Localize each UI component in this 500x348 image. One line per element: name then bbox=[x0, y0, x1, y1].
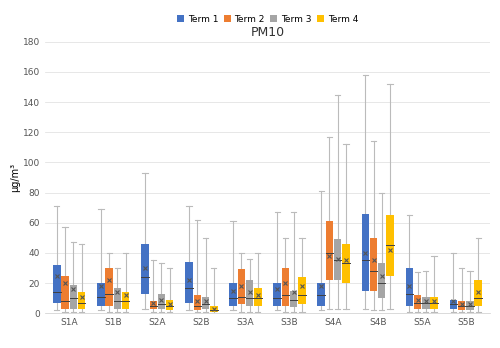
Bar bbox=[414, 295, 422, 309]
Y-axis label: μg/m³: μg/m³ bbox=[10, 163, 20, 192]
Bar bbox=[282, 268, 289, 306]
Bar bbox=[298, 277, 306, 304]
Bar bbox=[230, 283, 237, 306]
Legend: Term 1, Term 2, Term 3, Term 4: Term 1, Term 2, Term 3, Term 4 bbox=[173, 11, 362, 27]
Bar bbox=[202, 296, 209, 309]
Bar bbox=[62, 276, 69, 309]
Bar bbox=[70, 285, 77, 309]
Bar bbox=[106, 268, 113, 306]
Bar bbox=[210, 306, 218, 312]
Bar bbox=[334, 239, 342, 280]
Bar bbox=[406, 268, 413, 306]
Bar bbox=[342, 244, 349, 283]
Bar bbox=[386, 215, 394, 276]
Bar bbox=[78, 292, 86, 309]
Bar bbox=[274, 283, 281, 306]
Bar bbox=[466, 301, 473, 310]
Bar bbox=[422, 296, 430, 309]
Bar bbox=[166, 300, 173, 310]
Bar bbox=[318, 283, 325, 306]
Bar bbox=[238, 269, 245, 304]
Bar bbox=[246, 280, 254, 306]
Bar bbox=[186, 262, 192, 303]
Bar bbox=[97, 283, 104, 306]
Bar bbox=[194, 295, 201, 310]
Title: PM10: PM10 bbox=[250, 26, 284, 39]
Bar bbox=[150, 301, 157, 309]
Bar bbox=[450, 300, 457, 309]
Bar bbox=[430, 296, 438, 309]
Bar bbox=[362, 214, 369, 291]
Bar bbox=[474, 280, 482, 306]
Bar bbox=[53, 265, 60, 303]
Bar bbox=[326, 221, 333, 280]
Bar bbox=[370, 238, 377, 291]
Bar bbox=[122, 292, 130, 309]
Bar bbox=[378, 263, 386, 298]
Bar bbox=[114, 287, 121, 309]
Bar bbox=[158, 294, 165, 309]
Bar bbox=[290, 291, 298, 307]
Bar bbox=[254, 287, 262, 306]
Bar bbox=[141, 244, 148, 294]
Bar bbox=[458, 301, 466, 310]
